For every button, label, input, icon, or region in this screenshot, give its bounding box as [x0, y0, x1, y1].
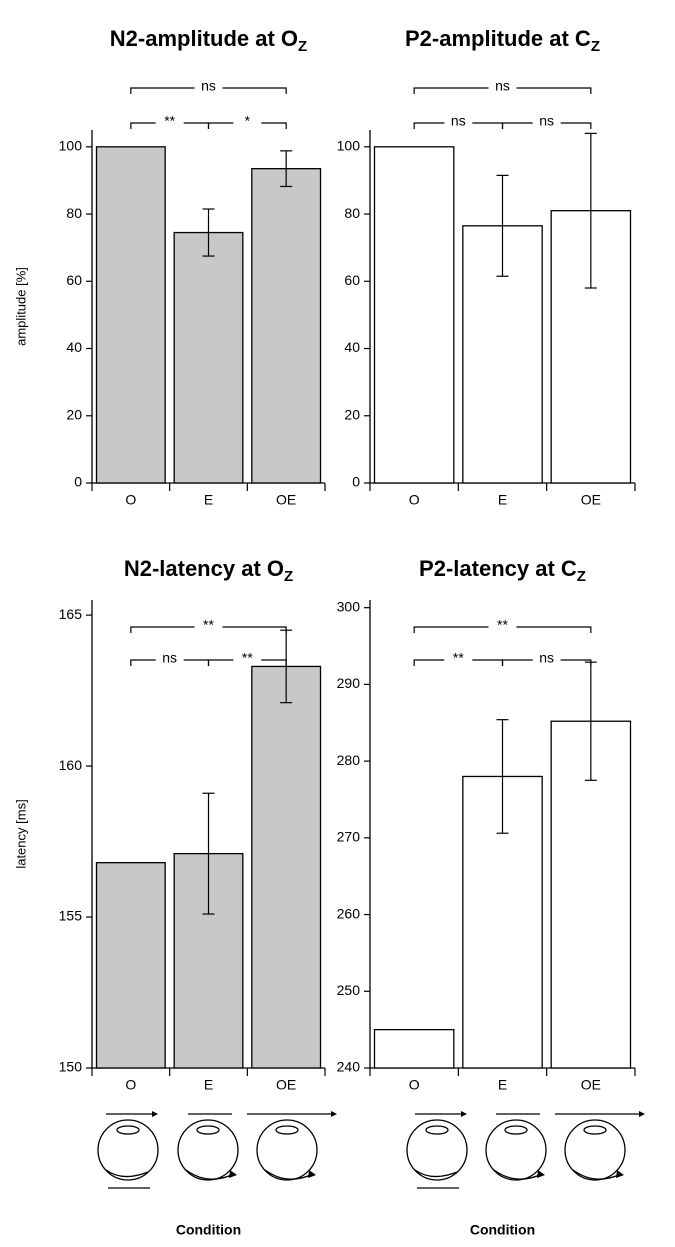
- significance-label: **: [203, 617, 214, 633]
- y-tick-label: 20: [66, 406, 82, 422]
- significance-bracket: [130, 87, 287, 94]
- y-tick-label: 60: [66, 272, 82, 288]
- significance-label: ns: [162, 650, 177, 666]
- title-main: N2-amplitude at O: [110, 26, 298, 51]
- x-tick-label: E: [204, 1077, 213, 1093]
- x-tick-label: E: [498, 1077, 507, 1093]
- significance-bracket: [207, 122, 287, 129]
- y-tick-label: 290: [337, 675, 361, 691]
- x-axis-label: Condition: [470, 1222, 535, 1238]
- x-tick-label: OE: [581, 492, 601, 508]
- x-tick-label: O: [125, 1077, 136, 1093]
- y-tick-label: 0: [74, 474, 82, 490]
- significance-label: ns: [539, 113, 554, 129]
- significance-label: **: [453, 650, 464, 666]
- significance-label: **: [164, 113, 175, 129]
- significance-bracket: [413, 626, 592, 633]
- x-tick-label: O: [125, 492, 136, 508]
- title-main: N2-latency at O: [124, 556, 284, 581]
- y-tick-label: 150: [59, 1059, 83, 1075]
- panel-title: N2-latency at OZ: [124, 556, 293, 585]
- x-axis-label: Condition: [176, 1222, 241, 1238]
- y-tick-label: 0: [352, 474, 360, 490]
- panel-title: P2-amplitude at CZ: [405, 26, 600, 55]
- significance-bracket: [501, 122, 592, 129]
- x-tick-label: O: [409, 1077, 420, 1093]
- y-tick-label: 240: [337, 1059, 361, 1075]
- y-tick-label: 80: [66, 205, 82, 221]
- significance-bracket: [501, 659, 592, 666]
- title-subscript: Z: [591, 38, 600, 55]
- bar: [251, 168, 322, 484]
- significance-bracket: [130, 626, 287, 633]
- significance-label: ns: [201, 78, 216, 94]
- y-tick-label: 100: [59, 138, 83, 154]
- y-tick-label: 250: [337, 982, 361, 998]
- bar: [373, 146, 455, 484]
- title-main: P2-latency at C: [419, 556, 577, 581]
- y-tick-label: 280: [337, 752, 361, 768]
- bar: [95, 146, 166, 484]
- x-tick-label: O: [409, 492, 420, 508]
- x-tick-label: E: [498, 492, 507, 508]
- significance-label: *: [245, 113, 251, 129]
- y-tick-label: 40: [66, 339, 82, 355]
- title-main: P2-amplitude at C: [405, 26, 591, 51]
- y-tick-label: 165: [59, 606, 83, 622]
- y-tick-label: 40: [344, 339, 360, 355]
- significance-label: ns: [451, 113, 466, 129]
- bar: [173, 231, 244, 484]
- significance-bracket: [207, 659, 287, 666]
- y-tick-label: 20: [344, 406, 360, 422]
- x-tick-label: OE: [581, 1077, 601, 1093]
- y-tick-label: 270: [337, 829, 361, 845]
- x-tick-label: OE: [276, 492, 296, 508]
- y-tick-label: 155: [59, 908, 83, 924]
- y-tick-label: 300: [337, 598, 361, 614]
- y-axis-label: latency [ms]: [13, 799, 28, 868]
- significance-label: ns: [539, 650, 554, 666]
- significance-label: ns: [495, 78, 510, 94]
- bar: [251, 665, 322, 1069]
- y-tick-label: 80: [344, 205, 360, 221]
- y-axis-label: amplitude [%]: [13, 267, 28, 346]
- significance-bracket: [413, 87, 592, 94]
- panel-title: N2-amplitude at OZ: [110, 26, 307, 55]
- significance-label: **: [242, 650, 253, 666]
- x-tick-label: OE: [276, 1077, 296, 1093]
- y-tick-label: 100: [337, 138, 361, 154]
- y-tick-label: 260: [337, 905, 361, 921]
- significance-label: **: [497, 617, 508, 633]
- panel-title: P2-latency at CZ: [419, 556, 586, 585]
- title-subscript: Z: [284, 568, 293, 585]
- title-subscript: Z: [577, 568, 586, 585]
- title-subscript: Z: [298, 38, 307, 55]
- y-tick-label: 60: [344, 272, 360, 288]
- y-tick-label: 160: [59, 757, 83, 773]
- bar: [373, 1028, 455, 1069]
- bar: [95, 862, 166, 1069]
- eye-diagrams: [97, 1111, 645, 1189]
- x-tick-label: E: [204, 492, 213, 508]
